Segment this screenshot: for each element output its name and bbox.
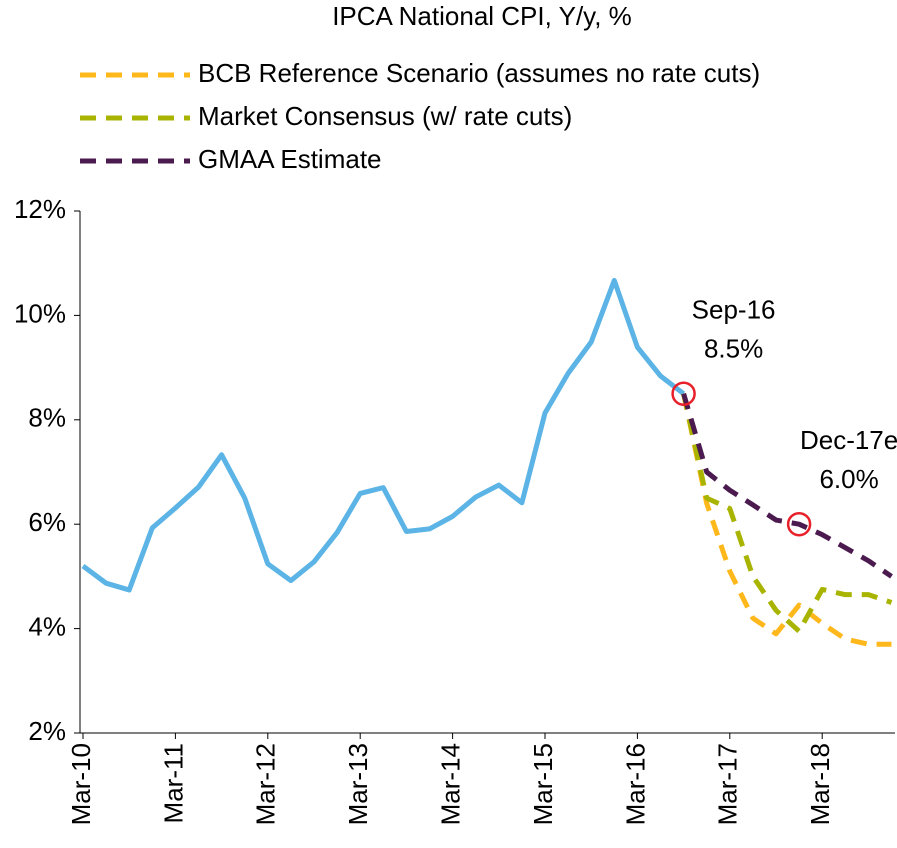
y-tick-label: 6% xyxy=(28,507,66,537)
legend-label: Market Consensus (w/ rate cuts) xyxy=(198,101,572,131)
x-tick-label: Mar-10 xyxy=(66,743,96,825)
x-tick-label: Mar-16 xyxy=(620,743,650,825)
series-line xyxy=(81,277,686,593)
annotation-value: 6.0% xyxy=(819,464,878,494)
annotation-value: 8.5% xyxy=(704,334,763,364)
annotation-label: Dec-17e xyxy=(800,425,897,455)
x-tick-label: Mar-18 xyxy=(805,743,835,825)
x-tick-label: Mar-11 xyxy=(158,743,188,823)
y-tick-label: 2% xyxy=(28,716,66,746)
y-tick-label: 12% xyxy=(14,194,66,224)
x-tick-label: Mar-17 xyxy=(713,743,743,825)
x-tick-label: Mar-12 xyxy=(251,743,281,825)
legend-label: GMAA Estimate xyxy=(198,144,382,174)
x-tick-label: Mar-15 xyxy=(528,743,558,825)
series-line xyxy=(681,393,892,647)
series-line xyxy=(681,393,893,634)
chart-title: IPCA National CPI, Y/y, % xyxy=(332,1,632,31)
x-tick-label: Mar-13 xyxy=(343,743,373,825)
x-tick-label: Mar-14 xyxy=(435,743,465,825)
annotation-label: Sep-16 xyxy=(692,295,776,325)
y-tick-label: 10% xyxy=(14,298,66,328)
y-tick-label: 4% xyxy=(28,611,66,641)
annotation-marker xyxy=(786,511,812,537)
annotation-marker xyxy=(671,381,696,406)
legend-label: BCB Reference Scenario (assumes no rate … xyxy=(198,58,760,88)
y-tick-label: 8% xyxy=(28,403,66,433)
